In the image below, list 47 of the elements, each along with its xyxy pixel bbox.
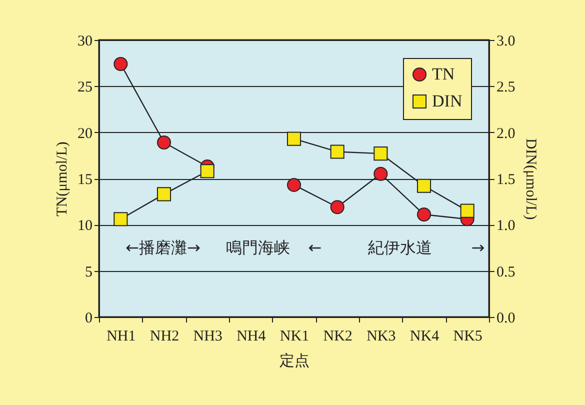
point (416, 208, 432, 222)
annotation: → (471, 238, 485, 257)
x-tick-label: NK5 (453, 328, 482, 344)
x-tick-label: NK1 (280, 328, 310, 344)
annotation: ← (308, 238, 322, 257)
x-tick-label: NK3 (366, 328, 396, 344)
point (330, 200, 344, 214)
y-tick-label: 20 (78, 126, 92, 142)
y-tick-label: 30 (78, 34, 92, 50)
point (416, 178, 432, 193)
y2-tick-label: 2.5 (496, 80, 516, 96)
y2-tick-label: 2.0 (496, 126, 516, 142)
legend-label: DIN (432, 92, 462, 110)
point (156, 135, 172, 150)
y2-axis-title: DIN(μmol/L) (522, 138, 538, 220)
point (114, 57, 128, 72)
x-tick-label: NK4 (410, 328, 440, 344)
y-tick-label: 5 (85, 264, 92, 280)
point (200, 164, 214, 178)
y-tick-label: 0 (85, 310, 92, 326)
point (460, 204, 474, 218)
annotation: ←播磨灘→ (126, 238, 200, 257)
x-tick-label: NH2 (150, 328, 180, 344)
x-axis-title: 定点 (280, 352, 310, 370)
x-tick-label: NH1 (106, 328, 136, 344)
y-tick-label: 15 (78, 172, 92, 188)
y2-tick-label: 1.5 (496, 172, 516, 188)
point (156, 187, 172, 202)
y-axis-title: TN(μmol/L) (54, 142, 70, 216)
point (286, 178, 302, 192)
point (374, 146, 388, 161)
x-tick-label: NH3 (193, 328, 222, 344)
y-tick-label: 10 (78, 218, 92, 234)
y2-tick-label: 1.0 (496, 218, 516, 234)
x-tick-label: NH4 (236, 328, 266, 344)
point (374, 166, 388, 181)
annotation: 鳴門海峡 (226, 238, 290, 257)
point (286, 132, 302, 146)
legend-label: TN (432, 64, 455, 84)
y2-tick-label: 3.0 (496, 34, 516, 50)
point (330, 144, 344, 159)
y2-tick-label: 0.0 (496, 310, 516, 326)
y2-tick-label: 0.5 (496, 264, 516, 280)
x-tick-label: NK2 (323, 328, 352, 344)
y-tick-label: 25 (78, 80, 92, 96)
point (114, 212, 128, 226)
annotation: 紀伊水道 (368, 238, 432, 257)
